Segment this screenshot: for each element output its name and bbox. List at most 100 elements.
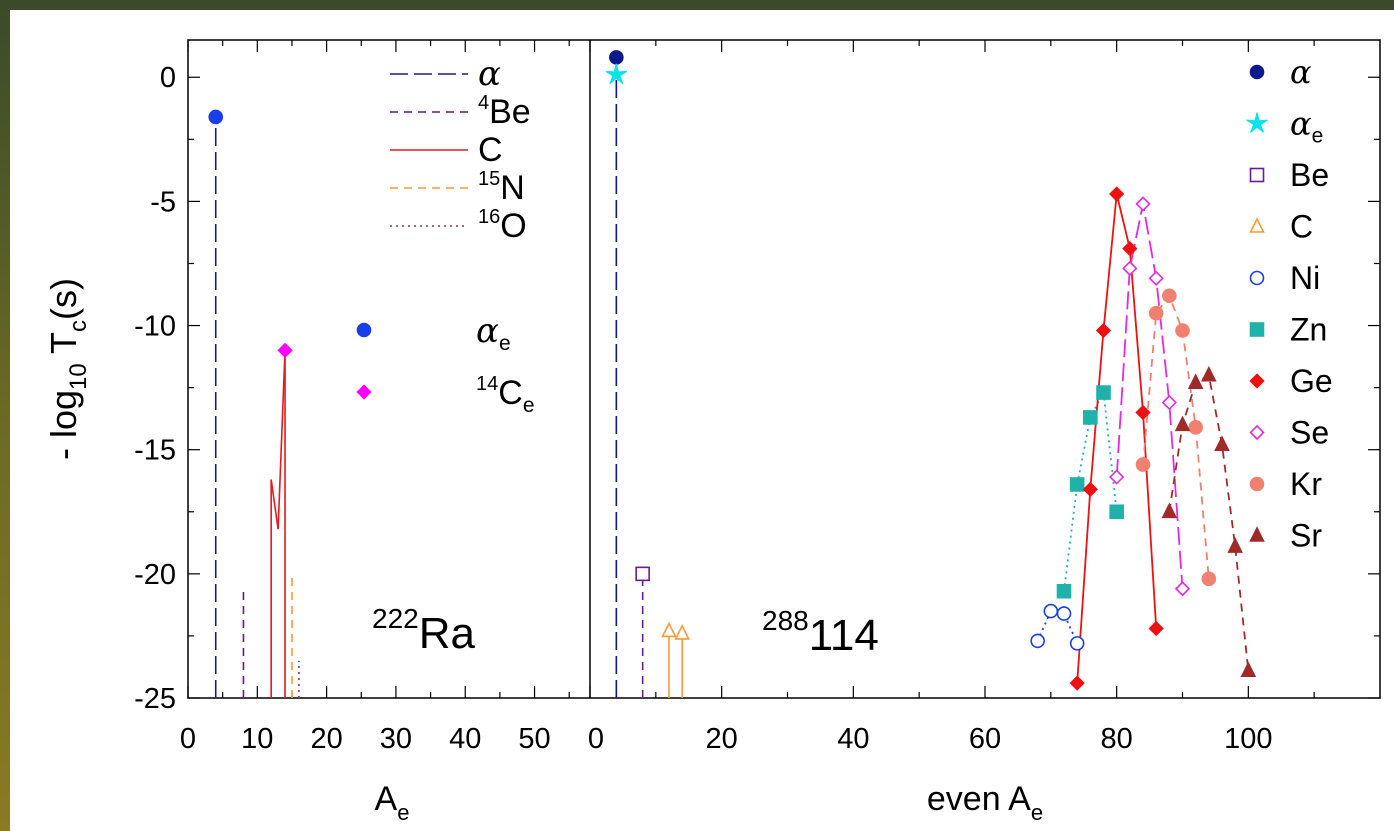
right-point-Ni — [1069, 636, 1085, 651]
axes-layer — [187, 39, 1381, 699]
y-tick-label: 0 — [160, 62, 176, 94]
right-point-Sr — [1227, 537, 1243, 553]
right-point-Ni — [1030, 633, 1045, 649]
data-layer — [208, 50, 1268, 698]
right-point-Kr — [1201, 571, 1217, 587]
right-point-Ge — [1148, 620, 1164, 637]
y-axis-label: - log10 Tc(s) — [43, 278, 92, 460]
right-series-line-Kr — [1142, 294, 1210, 579]
right-x-tick-label: 80 — [1101, 723, 1133, 755]
right-point-Se — [1135, 196, 1151, 212]
legend-mass-number: 14 — [476, 373, 498, 395]
legend-symbol: C — [478, 131, 503, 169]
right-point-Sr — [1240, 661, 1257, 677]
right-x-tick-label: 60 — [969, 723, 1001, 755]
right-point-Kr — [1162, 288, 1177, 304]
right-point-Be — [635, 566, 650, 582]
left-series-C — [270, 479, 279, 530]
legend-symbol: C — [1290, 209, 1313, 245]
right-point-Sr — [1161, 502, 1178, 519]
right-legend-marker — [1249, 526, 1265, 542]
right-point-Ni — [1043, 603, 1059, 619]
right-point-Ge — [1135, 404, 1151, 421]
right-x-tick-label: 40 — [837, 723, 869, 755]
right-legend-label: Sr — [1290, 518, 1322, 554]
right-point-Kr — [1135, 457, 1151, 472]
x-axis-label-main: even A — [927, 780, 1031, 818]
right-point-Sr — [1214, 435, 1230, 452]
right-legend-marker — [1249, 167, 1265, 183]
right-point-Zn — [1109, 504, 1124, 520]
legend-symbol: Be — [489, 93, 531, 131]
legend-subscript: e — [523, 394, 535, 417]
right-legend-marker — [1249, 373, 1265, 389]
left-x-tick-label: 20 — [310, 723, 342, 755]
right-legend-label: Ni — [1290, 260, 1320, 296]
right-point-Sr — [1201, 365, 1217, 382]
right-point-Ni — [1056, 606, 1072, 621]
left-legend-label: C — [478, 131, 503, 169]
y-axis-label-part: T — [43, 332, 84, 363]
legend-mass-number: 16 — [478, 206, 500, 228]
right-point-Se — [1122, 260, 1138, 277]
right-legend-label: Zn — [1290, 312, 1327, 348]
right-x-tick-label: 100 — [1224, 723, 1272, 755]
legend-symbol: Zn — [1290, 312, 1327, 348]
right-point-C — [674, 624, 690, 640]
right-point-Ge — [1069, 675, 1085, 691]
right-legend-marker — [1249, 270, 1265, 286]
right-point-Kr — [1148, 305, 1164, 321]
y-axis-label-part: (s) — [43, 278, 84, 320]
legend-symbol: α — [1290, 53, 1312, 91]
right-legend-marker — [1249, 476, 1265, 492]
legend-symbol: α — [476, 311, 499, 351]
right-point-Se — [1109, 469, 1125, 485]
legend-subscript: e — [1312, 125, 1324, 148]
right-x-axis-label: even Ae — [927, 780, 1043, 825]
legend-subscript: e — [499, 332, 511, 355]
right-legend-label: Kr — [1290, 466, 1322, 502]
right-point-αe — [605, 63, 628, 85]
right-point-Kr — [1175, 323, 1190, 338]
right-legend-label: Se — [1290, 415, 1329, 451]
right-point-Ge — [1082, 481, 1098, 498]
y-tick-label: -15 — [134, 435, 176, 467]
nucleus-symbol: 114 — [809, 611, 879, 660]
right-point-Ge — [1122, 240, 1138, 257]
legend-symbol: C — [498, 374, 523, 412]
left-legend-marker — [356, 384, 372, 400]
legend-symbol: Sr — [1290, 518, 1322, 554]
right-point-Zn — [1069, 477, 1085, 492]
right-point-Se — [1174, 581, 1191, 597]
right-point-Sr — [1174, 415, 1191, 432]
y-tick-label: -20 — [134, 559, 176, 591]
legend-symbol: Se — [1290, 415, 1329, 451]
right-legend-label: Be — [1290, 157, 1329, 193]
right-x-tick-label: 0 — [588, 723, 604, 755]
right-point-Se — [1148, 270, 1164, 287]
legend-symbol: O — [500, 207, 526, 245]
y-axis-label-part: - log — [43, 390, 84, 460]
legend-symbol: Ni — [1290, 260, 1320, 296]
right-legend-marker — [1246, 112, 1268, 133]
left-point-α — [208, 109, 224, 125]
right-series-line-Se — [1115, 203, 1184, 589]
right-legend-marker — [1249, 322, 1265, 337]
right-x-tick-label: 20 — [706, 723, 738, 755]
right-point-C — [661, 621, 677, 638]
x-axis-label-sub: e — [397, 800, 409, 825]
left-legend-label: 15N — [478, 168, 525, 207]
x-axis-label-sub: e — [1031, 800, 1043, 825]
right-legend-label: Ge — [1290, 363, 1333, 399]
right-legend-label: α — [1290, 53, 1312, 91]
right-series-line-Ge — [1076, 193, 1158, 684]
left-series-C — [277, 350, 286, 530]
right-point-Sr — [1187, 373, 1204, 389]
legend-mass-number: 4 — [478, 92, 489, 114]
chart-svg: 0 10 20 30 40 500-5-10-15-20-25α4BeC15N16Oαe1… — [43, 39, 1381, 825]
legend-symbol: N — [500, 169, 525, 207]
right-point-Ge — [1109, 186, 1125, 202]
chart-canvas: 0 10 20 30 40 50 0 -5 -10 -15 -20 -25 α 4Be C 15N 16O αe 1… — [10, 10, 1394, 831]
right-legend-marker — [1249, 217, 1265, 233]
right-legend-marker — [1249, 64, 1265, 80]
